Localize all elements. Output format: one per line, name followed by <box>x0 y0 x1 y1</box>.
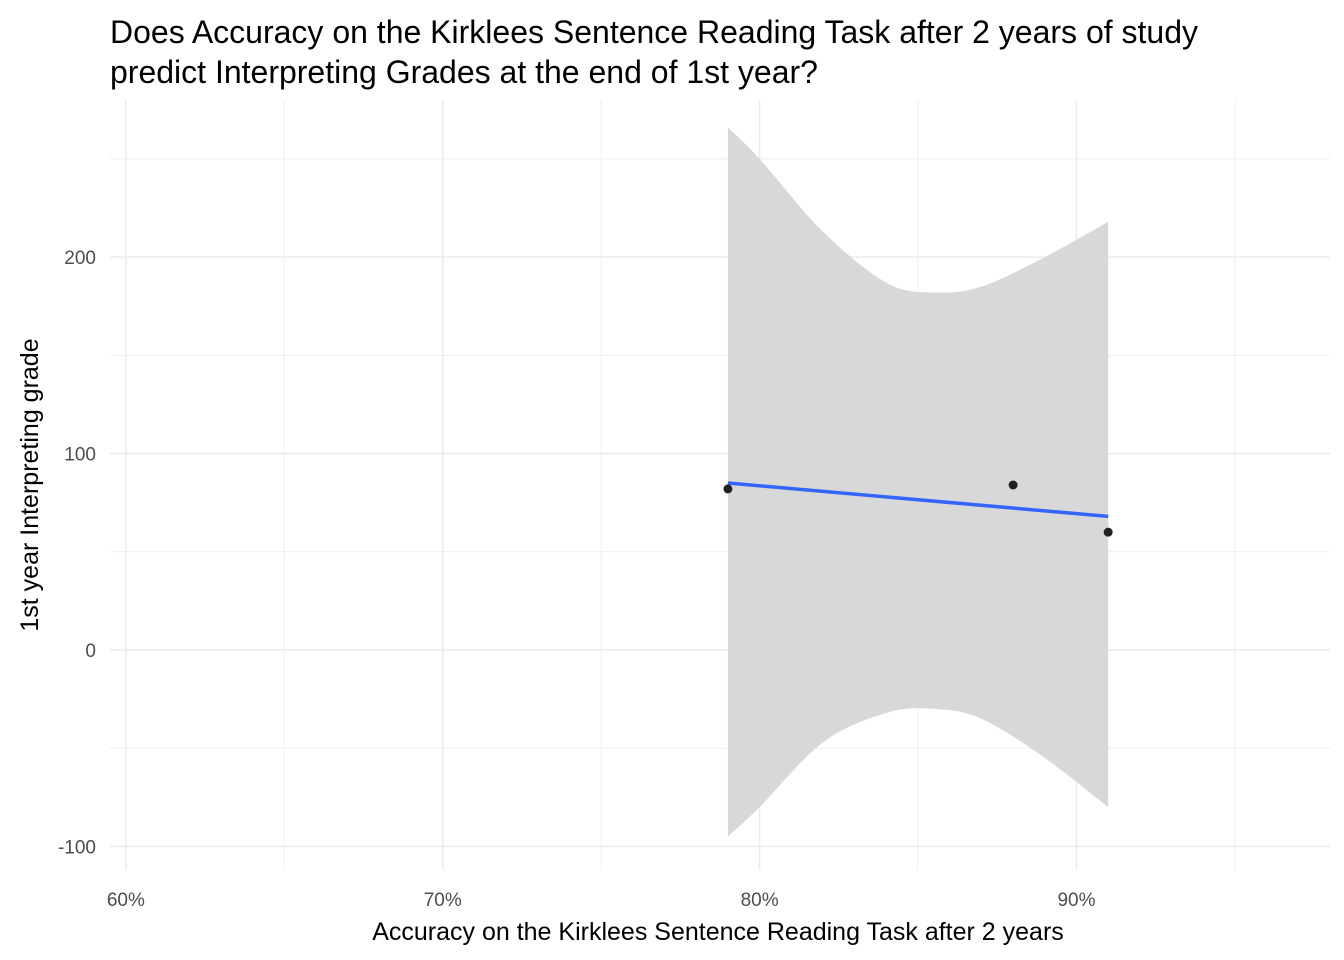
x-axis-title: Accuracy on the Kirklees Sentence Readin… <box>372 918 1064 946</box>
y-tick-label: 200 <box>64 248 96 269</box>
confidence-band-layer <box>727 127 1109 837</box>
data-point <box>1008 480 1018 490</box>
y-tick-label: 0 <box>85 641 96 662</box>
grid-minor <box>110 100 1330 870</box>
chart-title: Does Accuracy on the Kirklees Sentence R… <box>110 12 1330 92</box>
grid-major <box>110 100 1330 870</box>
chart-title-line-1: Does Accuracy on the Kirklees Sentence R… <box>110 14 1198 50</box>
confidence-band <box>727 127 1109 837</box>
data-point <box>1103 527 1113 537</box>
y-tick-label: -100 <box>58 837 96 858</box>
fit-line-layer <box>727 481 1109 519</box>
x-tick-labels: 60% 70% 80% 90% <box>107 890 1096 911</box>
y-tick-label: 100 <box>64 445 96 466</box>
y-axis-title: 1st year Interpreting grade <box>16 338 44 631</box>
x-tick-label: 80% <box>741 890 779 911</box>
y-tick-labels: -100 0 100 200 <box>58 248 96 858</box>
data-point <box>723 484 733 494</box>
x-tick-label: 90% <box>1057 890 1095 911</box>
chart-title-line-2: predict Interpreting Grades at the end o… <box>110 54 818 90</box>
points-layer <box>723 480 1113 537</box>
x-tick-label: 70% <box>424 890 462 911</box>
x-tick-label: 60% <box>107 890 145 911</box>
regression-line <box>727 481 1109 519</box>
